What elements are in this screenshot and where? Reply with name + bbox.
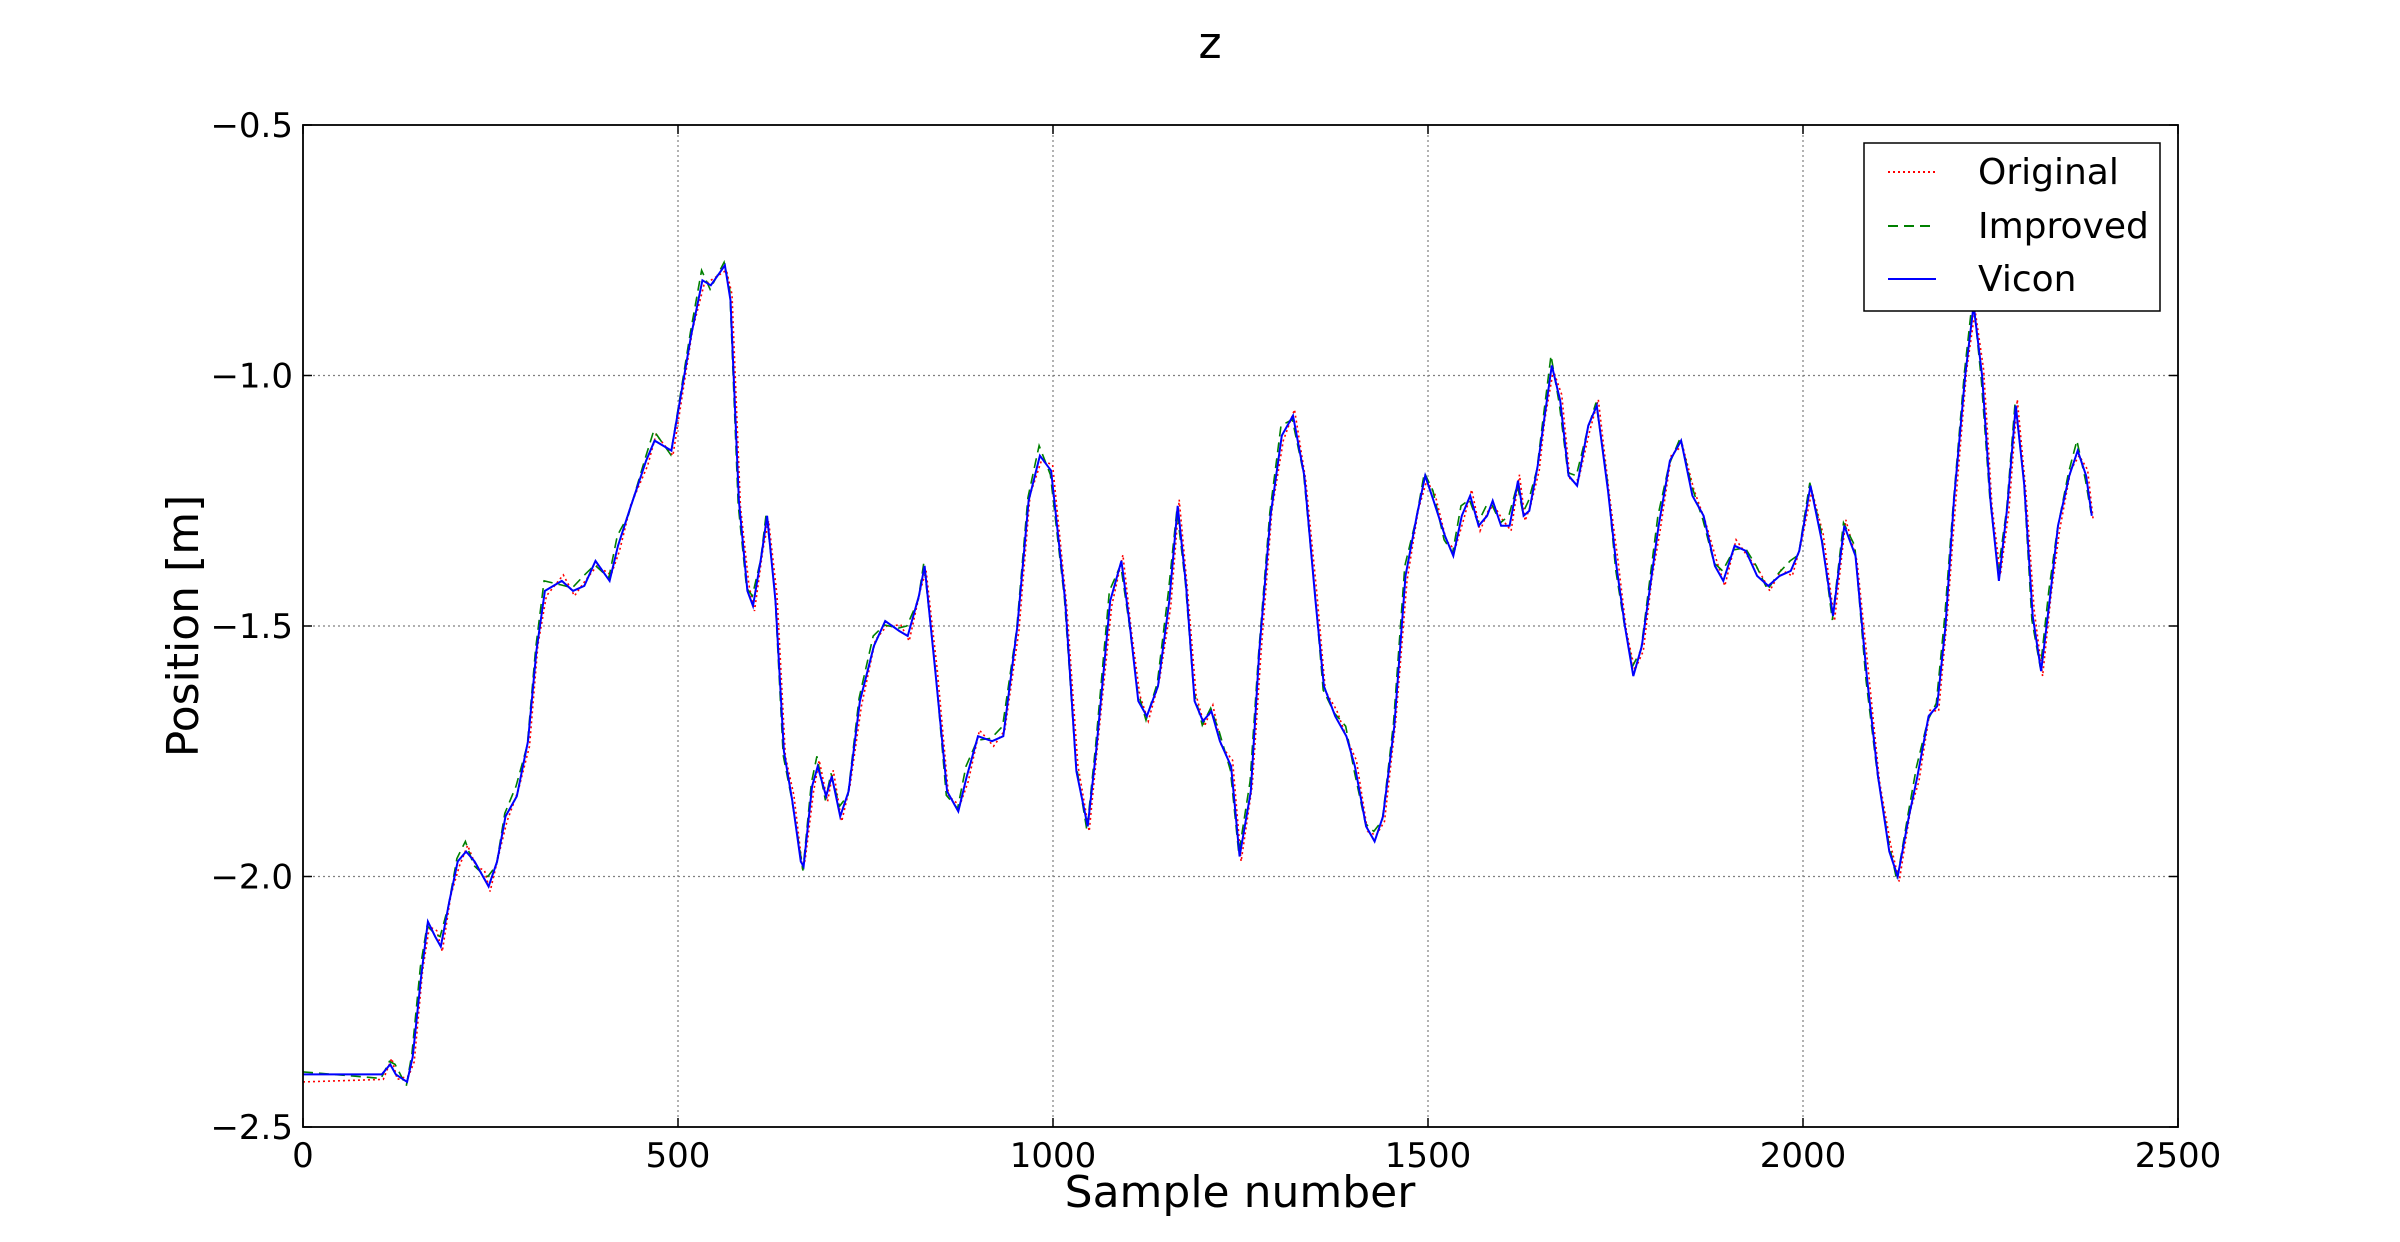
series-original-line [303, 269, 2095, 1083]
x-tick-label: 1000 [1010, 1136, 1097, 1176]
series-vicon-line [303, 262, 2093, 1084]
y-tick-label: −1.0 [210, 357, 293, 397]
series-improved-line [303, 259, 2092, 1089]
series-group [303, 259, 2095, 1089]
x-axis-label: Sample number [1065, 1167, 1417, 1218]
legend-vicon-label: Vicon [1978, 259, 2076, 300]
x-tick-label: 0 [292, 1136, 314, 1176]
chart-title: z [1198, 18, 1221, 69]
x-tick-label: 2000 [1760, 1136, 1847, 1176]
y-axis-label: Position [m] [158, 495, 209, 758]
x-tick-label: 2500 [2135, 1136, 2222, 1176]
chart-legend: Original Improved Vicon [1863, 142, 2161, 312]
grid-lines [303, 125, 2178, 1127]
x-axis-ticks: 0 500 1000 1500 2000 2500 [292, 125, 2221, 1176]
y-tick-label: −2.0 [210, 858, 293, 898]
legend-original-label: Original [1978, 152, 2119, 193]
x-tick-label: 1500 [1385, 1136, 1472, 1176]
x-tick-label: 500 [646, 1136, 711, 1176]
legend-improved-label: Improved [1978, 206, 2149, 247]
y-tick-label: −1.5 [210, 607, 293, 647]
y-axis-ticks: −2.5 −2.0 −1.5 −1.0 −0.5 [210, 106, 2178, 1148]
y-tick-label: −0.5 [210, 106, 293, 146]
y-tick-label: −2.5 [210, 1108, 293, 1148]
